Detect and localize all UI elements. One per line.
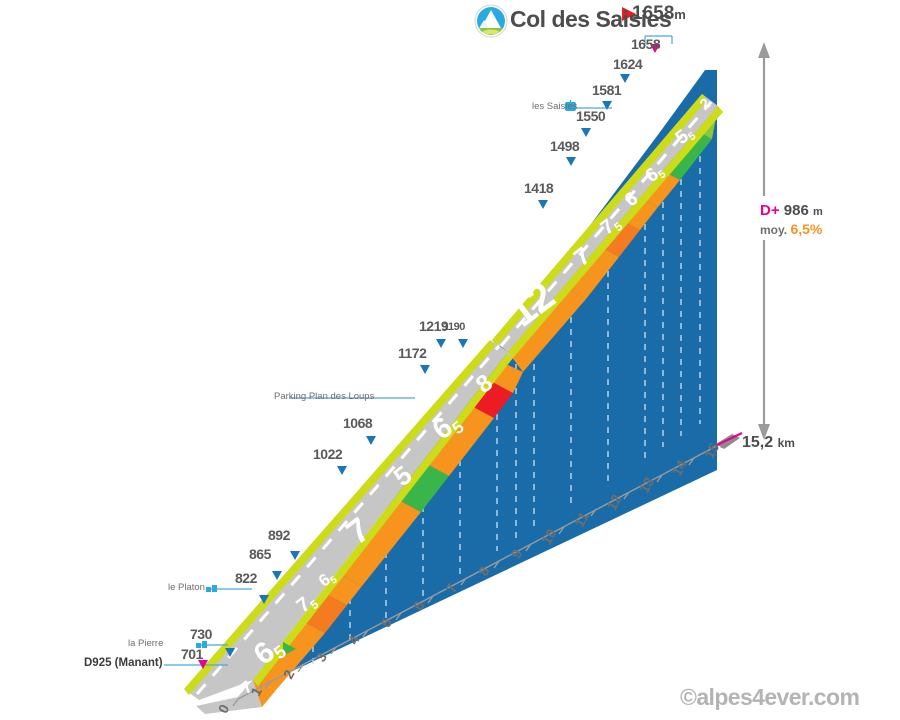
gondola-icon	[565, 100, 576, 111]
km-tick-13: 13	[636, 474, 658, 495]
stat-average-gradient: moy. 6,5%	[760, 221, 822, 237]
watermark: ©alpes4ever.com	[680, 684, 860, 710]
dplus-value: 986	[783, 202, 809, 219]
distance-value: 15,2	[742, 434, 774, 451]
elevation-label-701: 701	[181, 646, 203, 662]
summit-altitude-unit: m	[674, 7, 686, 22]
elevation-label-1658: 1658	[631, 36, 661, 52]
km-tick-14: 14	[668, 457, 690, 478]
village-icon-le-platon	[206, 585, 217, 592]
km-tick-11: 11	[571, 509, 592, 530]
km-tick-10: 10	[538, 526, 560, 547]
elevation-label-1624: 1624	[613, 56, 643, 72]
elevation-label-730: 730	[190, 626, 212, 642]
elevation-label-1022: 1022	[313, 446, 343, 462]
elevation-label-822: 822	[235, 570, 257, 586]
elevation-label-1418: 1418	[524, 180, 554, 196]
km-tick-15: 15	[701, 440, 723, 461]
summit-altitude: 1658m	[632, 3, 686, 25]
elevation-markers	[198, 44, 660, 669]
page-title: Col des Saisies	[510, 6, 672, 32]
km-tick-12: 12	[603, 491, 625, 512]
elevation-label-1219: 1219	[419, 318, 449, 334]
village-icon-la-pierre	[196, 641, 207, 648]
elevation-label-865: 865	[249, 546, 271, 562]
start-flag-icon	[283, 642, 296, 656]
dplus-symbol: D+	[760, 202, 780, 219]
elevation-label-1550: 1550	[576, 108, 606, 124]
poi-label-la-pierre: la Pierre	[128, 638, 164, 649]
stat-elevation-gain: D+ 986 m	[760, 202, 823, 219]
summit-leader-line	[644, 35, 673, 44]
elevation-arrow	[758, 42, 770, 440]
poi-label-les-saisies: les Saisies	[532, 101, 578, 112]
elevation-label-1068: 1068	[343, 415, 373, 431]
dplus-unit: m	[812, 206, 823, 218]
poi-label-le-platon: le Platon	[168, 582, 205, 593]
avg-value: 6,5%	[790, 221, 823, 237]
elevation-label-892: 892	[268, 527, 290, 543]
elevation-label-1498: 1498	[550, 138, 580, 154]
poi-label-d925-manant: D925 (Manant)	[84, 657, 163, 669]
summit-altitude-value: 1658	[632, 3, 675, 24]
distance-unit: km	[777, 436, 795, 450]
elevation-label-1190: 1190	[443, 321, 465, 333]
road-surface	[184, 94, 723, 714]
finish-flag-icon	[716, 432, 743, 449]
avg-label: moy.	[760, 223, 788, 237]
stat-distance: 15,2 km	[742, 434, 795, 452]
elevation-label-1581: 1581	[592, 82, 622, 98]
mountain-logo-icon	[474, 4, 508, 38]
road-centre-line	[195, 101, 713, 695]
poi-label-parking-plan-des-loups: Parking Plan des Loups	[274, 391, 375, 402]
summit-flag-icon	[622, 7, 636, 21]
elevation-label-1172: 1172	[398, 345, 427, 361]
